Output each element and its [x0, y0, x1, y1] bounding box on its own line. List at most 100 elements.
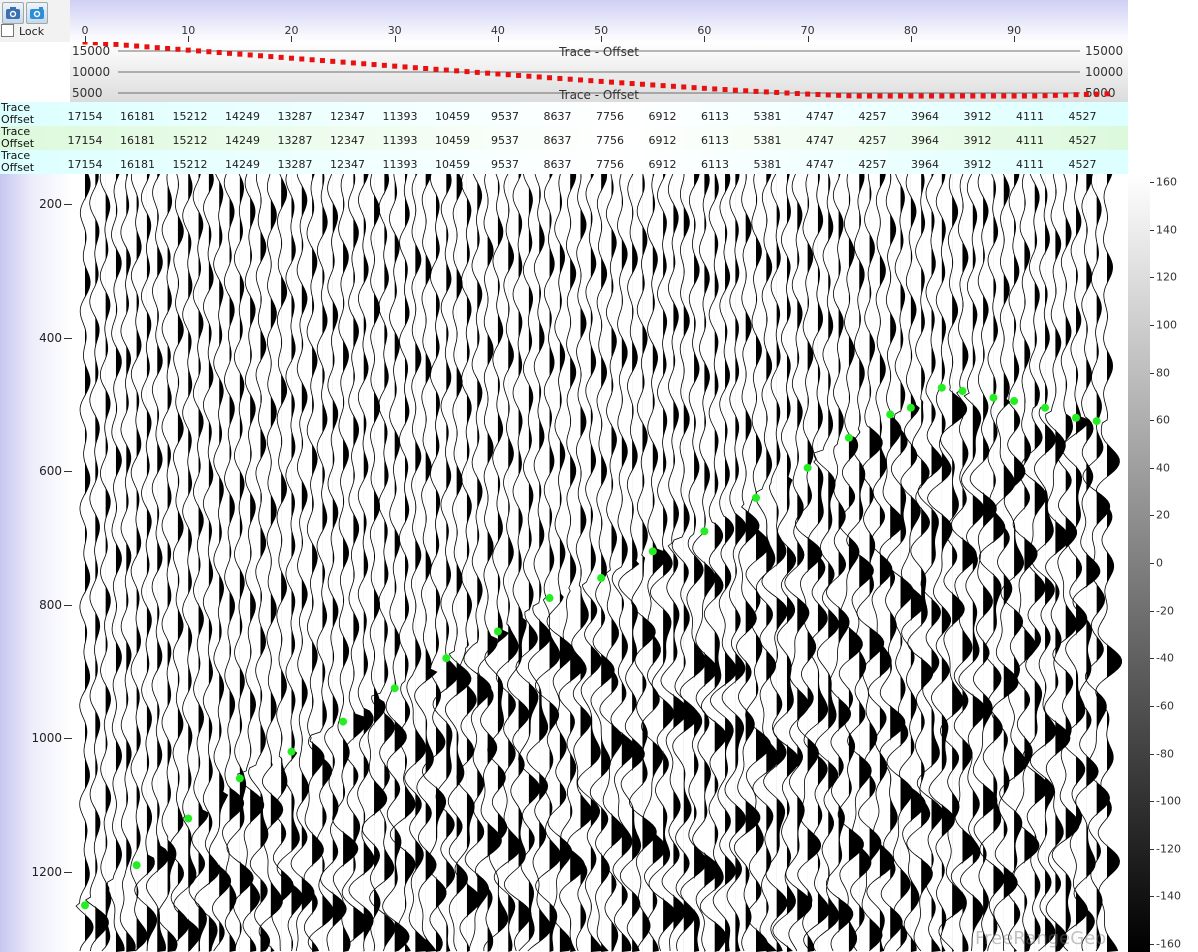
- colorbar-tick-label: -60: [1156, 699, 1174, 713]
- seismic-trace-fill: [1003, 174, 1018, 952]
- first-break-pick[interactable]: [989, 393, 998, 402]
- header-offset-value: 12347: [330, 158, 365, 171]
- colorbar-tick-mark: [1150, 182, 1154, 183]
- seismic-trace: [85, 174, 109, 952]
- header-row: Trace Offset 17154 16181 15212 14249 13287 1234…: [0, 126, 1128, 150]
- first-break-pick[interactable]: [1072, 413, 1081, 422]
- offset-point: [794, 91, 800, 97]
- time-tick-label: 400: [39, 330, 62, 345]
- first-break-pick[interactable]: [339, 717, 348, 726]
- first-break-pick[interactable]: [545, 594, 554, 603]
- seismic-trace: [106, 174, 125, 952]
- offset-point: [402, 64, 408, 70]
- header-offset-value: 8637: [543, 158, 572, 171]
- offset-point: [474, 69, 480, 75]
- seismic-trace: [733, 174, 761, 952]
- trace-tick-label: 40: [490, 24, 505, 37]
- colorbar-tick-label: 140: [1156, 223, 1177, 237]
- first-break-pick[interactable]: [1010, 397, 1019, 406]
- colorbar-tick-mark: [1150, 229, 1154, 231]
- first-break-pick[interactable]: [937, 383, 946, 392]
- first-break-pick[interactable]: [752, 493, 761, 502]
- header-offset-value: 13287: [277, 134, 313, 147]
- first-break-pick[interactable]: [844, 433, 853, 442]
- seismic-trace-fill: [817, 174, 830, 952]
- seismic-trace-fill: [694, 174, 707, 952]
- colorbar-tick-label: -40: [1156, 651, 1174, 665]
- seismic-trace: [886, 174, 914, 952]
- lock-checkbox[interactable]: [1, 24, 14, 37]
- seismic-trace: [75, 174, 94, 952]
- colorbar-tick-label: 60: [1156, 413, 1170, 427]
- first-break-pick[interactable]: [648, 547, 657, 556]
- snapshot-icon[interactable]: [26, 2, 48, 24]
- time-tick-label: 800: [39, 597, 62, 612]
- offset-point: [412, 65, 418, 71]
- time-axis: 200 400 600 800 1000 1200: [0, 174, 72, 952]
- seismic-trace: [1012, 174, 1040, 952]
- seismic-trace-fill: [250, 174, 264, 952]
- offset-point: [257, 53, 263, 59]
- colorbar-tick-label: -160: [1156, 937, 1181, 951]
- offset-point: [1083, 91, 1089, 97]
- seismic-trace-fill: [239, 174, 254, 952]
- first-break-pick[interactable]: [958, 387, 967, 396]
- first-break-pick[interactable]: [132, 861, 141, 870]
- seismic-trace-fill: [632, 174, 645, 952]
- first-break-pick[interactable]: [1092, 417, 1101, 426]
- seismic-trace: [369, 174, 396, 952]
- lock-label: Lock: [19, 25, 45, 38]
- first-break-pick[interactable]: [442, 654, 451, 663]
- first-break-pick[interactable]: [803, 463, 812, 472]
- trace-tick-mark: [188, 36, 190, 42]
- colorbar-tick-mark: [1150, 705, 1154, 707]
- first-break-pick[interactable]: [235, 774, 244, 783]
- seismic-trace-fill: [518, 174, 532, 952]
- seismic-trace-fill: [848, 174, 864, 952]
- seismic-trace-fill: [105, 174, 111, 952]
- seismic-trace-fill: [167, 174, 178, 952]
- seismic-wiggle-display[interactable]: [72, 174, 1128, 952]
- first-break-pick[interactable]: [81, 901, 89, 910]
- offset-point: [227, 50, 233, 56]
- seismic-trace-fill: [714, 174, 727, 952]
- trace-tick-label: 10: [181, 24, 196, 37]
- header-offset-value: 4527: [1068, 110, 1097, 123]
- first-break-pick[interactable]: [1041, 403, 1050, 412]
- colorbar-tick-mark: [1150, 753, 1154, 755]
- first-break-pick[interactable]: [886, 410, 895, 419]
- header-offset-value: 3912: [963, 134, 992, 147]
- first-break-pick[interactable]: [906, 403, 915, 412]
- offset-plot-title-upper: Trace - Offset: [558, 45, 639, 59]
- trace-tick-mark: [601, 36, 603, 42]
- offset-point: [154, 45, 160, 51]
- header-offset-value: 8637: [543, 110, 572, 123]
- offset-point: [340, 59, 346, 65]
- offset-point: [619, 80, 625, 86]
- colorbar-axis: 160 140 120 100 80 60 40 20 0 -20 -40 -60 -80 -100 -12…: [1150, 174, 1198, 952]
- first-break-pick[interactable]: [184, 814, 193, 823]
- colorbar-tick-label: 80: [1156, 366, 1170, 379]
- colorbar-tick-mark: [1150, 515, 1154, 517]
- first-break-pick[interactable]: [493, 627, 502, 636]
- seismic-trace-fill: [1014, 174, 1027, 952]
- offset-tick-left: 10000: [72, 65, 110, 79]
- seismic-trace-fill: [1076, 174, 1090, 952]
- header-offset-value: 4257: [858, 110, 887, 123]
- camera-icon[interactable]: [2, 2, 24, 24]
- first-break-pick[interactable]: [597, 574, 606, 583]
- offset-point: [712, 86, 718, 92]
- offset-tick-right: 15000: [1085, 44, 1123, 58]
- trace-tick-label: 0: [81, 24, 89, 37]
- offset-point: [1104, 91, 1110, 97]
- colorbar-tick-mark: [1150, 610, 1154, 612]
- header-offset-value: 5381: [753, 158, 782, 171]
- time-tick-label: 200: [39, 197, 62, 212]
- first-break-pick[interactable]: [390, 684, 399, 693]
- first-break-pick[interactable]: [287, 747, 296, 756]
- offset-point: [846, 93, 852, 99]
- header-label-trace: Trace: [1, 101, 31, 114]
- seismic-trace: [173, 174, 201, 952]
- trace-tick-label: 90: [1007, 24, 1022, 37]
- first-break-pick[interactable]: [700, 527, 709, 536]
